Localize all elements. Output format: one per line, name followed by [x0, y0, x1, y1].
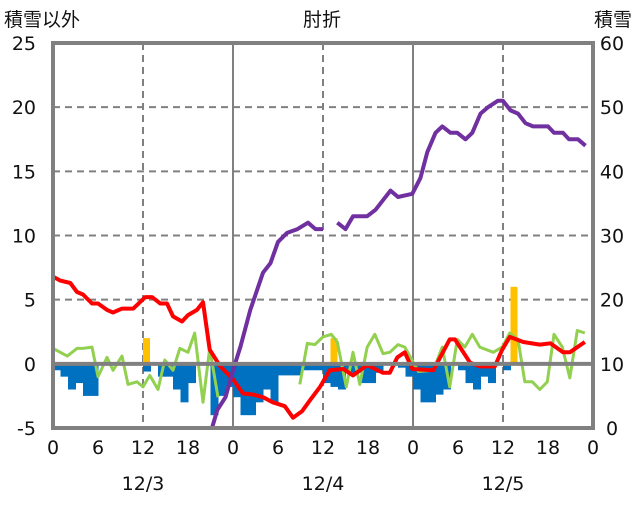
blue-bar [278, 363, 286, 376]
blue-bar [413, 363, 421, 390]
x-tick-label: 12 [131, 437, 155, 459]
blue-bar [458, 363, 466, 371]
left-tick-label: -5 [17, 418, 36, 440]
x-tick-label: 0 [47, 437, 59, 459]
blue-bar [165, 363, 174, 377]
x-tick-label: 18 [176, 437, 200, 459]
blue-bar [233, 363, 241, 398]
green-line [52, 331, 220, 404]
right-axis-title: 積雪 [594, 9, 632, 31]
blue-bar [465, 363, 474, 384]
blue-bar [428, 363, 436, 403]
left-tick-label: 20 [12, 97, 36, 119]
blue-bar [240, 363, 249, 416]
blue-bar [248, 363, 256, 416]
blue-bar [270, 363, 279, 403]
blue-bar [53, 363, 61, 371]
blue-bar [300, 363, 309, 371]
blue-bar [210, 363, 219, 416]
blue-bar [375, 363, 384, 373]
lines [52, 98, 587, 430]
left-tick-label: 15 [12, 161, 36, 183]
blue-bar [338, 363, 346, 390]
blue-bar [405, 363, 414, 377]
blue-bar [68, 363, 76, 390]
blue-bar [60, 363, 69, 377]
grid [53, 43, 593, 428]
right-tick-label: 20 [600, 290, 624, 312]
blue-bar [480, 363, 489, 377]
right-tick-label: 30 [600, 226, 624, 248]
blue-bar [255, 363, 264, 403]
x-tick-label: 0 [407, 437, 419, 459]
red-line [52, 274, 586, 420]
blue-bar [368, 363, 376, 384]
blue-bar [75, 363, 84, 384]
left-tick-label: 0 [24, 354, 36, 376]
plot-frame [51, 41, 595, 430]
blue-bar [188, 363, 196, 384]
chart-title: 肘折 [303, 9, 341, 31]
blue-bar [330, 363, 339, 387]
blue-bar [435, 363, 444, 395]
x-tick-label: 0 [227, 437, 239, 459]
blue-bar [218, 363, 226, 396]
x-tick-label: 18 [356, 437, 380, 459]
left-tick-label: 5 [24, 290, 36, 312]
left-axis-title: 積雪以外 [4, 9, 80, 31]
blue-bar [263, 363, 271, 390]
date-label: 12/4 [302, 473, 345, 495]
plot-border [51, 41, 595, 430]
x-tick-label: 0 [587, 437, 599, 459]
left-tick-label: 25 [12, 33, 36, 55]
blue-bar [143, 363, 151, 372]
green-line [298, 329, 586, 391]
snow-depth-line [336, 98, 587, 232]
x-tick-label: 6 [272, 437, 284, 459]
x-tick-label: 18 [536, 437, 560, 459]
blue-bar [315, 363, 324, 371]
x-tick-label: 12 [311, 437, 335, 459]
date-label: 12/5 [482, 473, 525, 495]
blue-bar [360, 363, 369, 384]
blue-bar [488, 363, 496, 384]
blue-bar [308, 363, 316, 371]
right-tick-label: 40 [600, 161, 624, 183]
date-label: 12/3 [122, 473, 165, 495]
snow-depth-line [53, 220, 323, 430]
snowfall-bar [510, 286, 518, 364]
x-tick-label: 12 [491, 437, 515, 459]
right-tick-label: 10 [600, 354, 624, 376]
x-tick-label: 6 [452, 437, 464, 459]
blue-bar [420, 363, 429, 403]
right-tick-label: 0 [606, 418, 618, 440]
x-tick-label: 6 [92, 437, 104, 459]
blue-bar [180, 363, 189, 403]
left-tick-label: 10 [12, 226, 36, 248]
blue-bar [173, 363, 181, 390]
blue-bar [83, 363, 91, 396]
snowfall-bar [330, 338, 338, 364]
blue-bar [293, 363, 301, 376]
blue-bar [503, 363, 511, 371]
blue-bar [473, 363, 481, 390]
snowfall-bar [143, 338, 150, 364]
bars [53, 286, 518, 416]
right-tick-label: 60 [600, 33, 624, 55]
blue-bar [285, 363, 294, 376]
right-tick-label: 50 [600, 97, 624, 119]
blue-bar [90, 363, 99, 396]
